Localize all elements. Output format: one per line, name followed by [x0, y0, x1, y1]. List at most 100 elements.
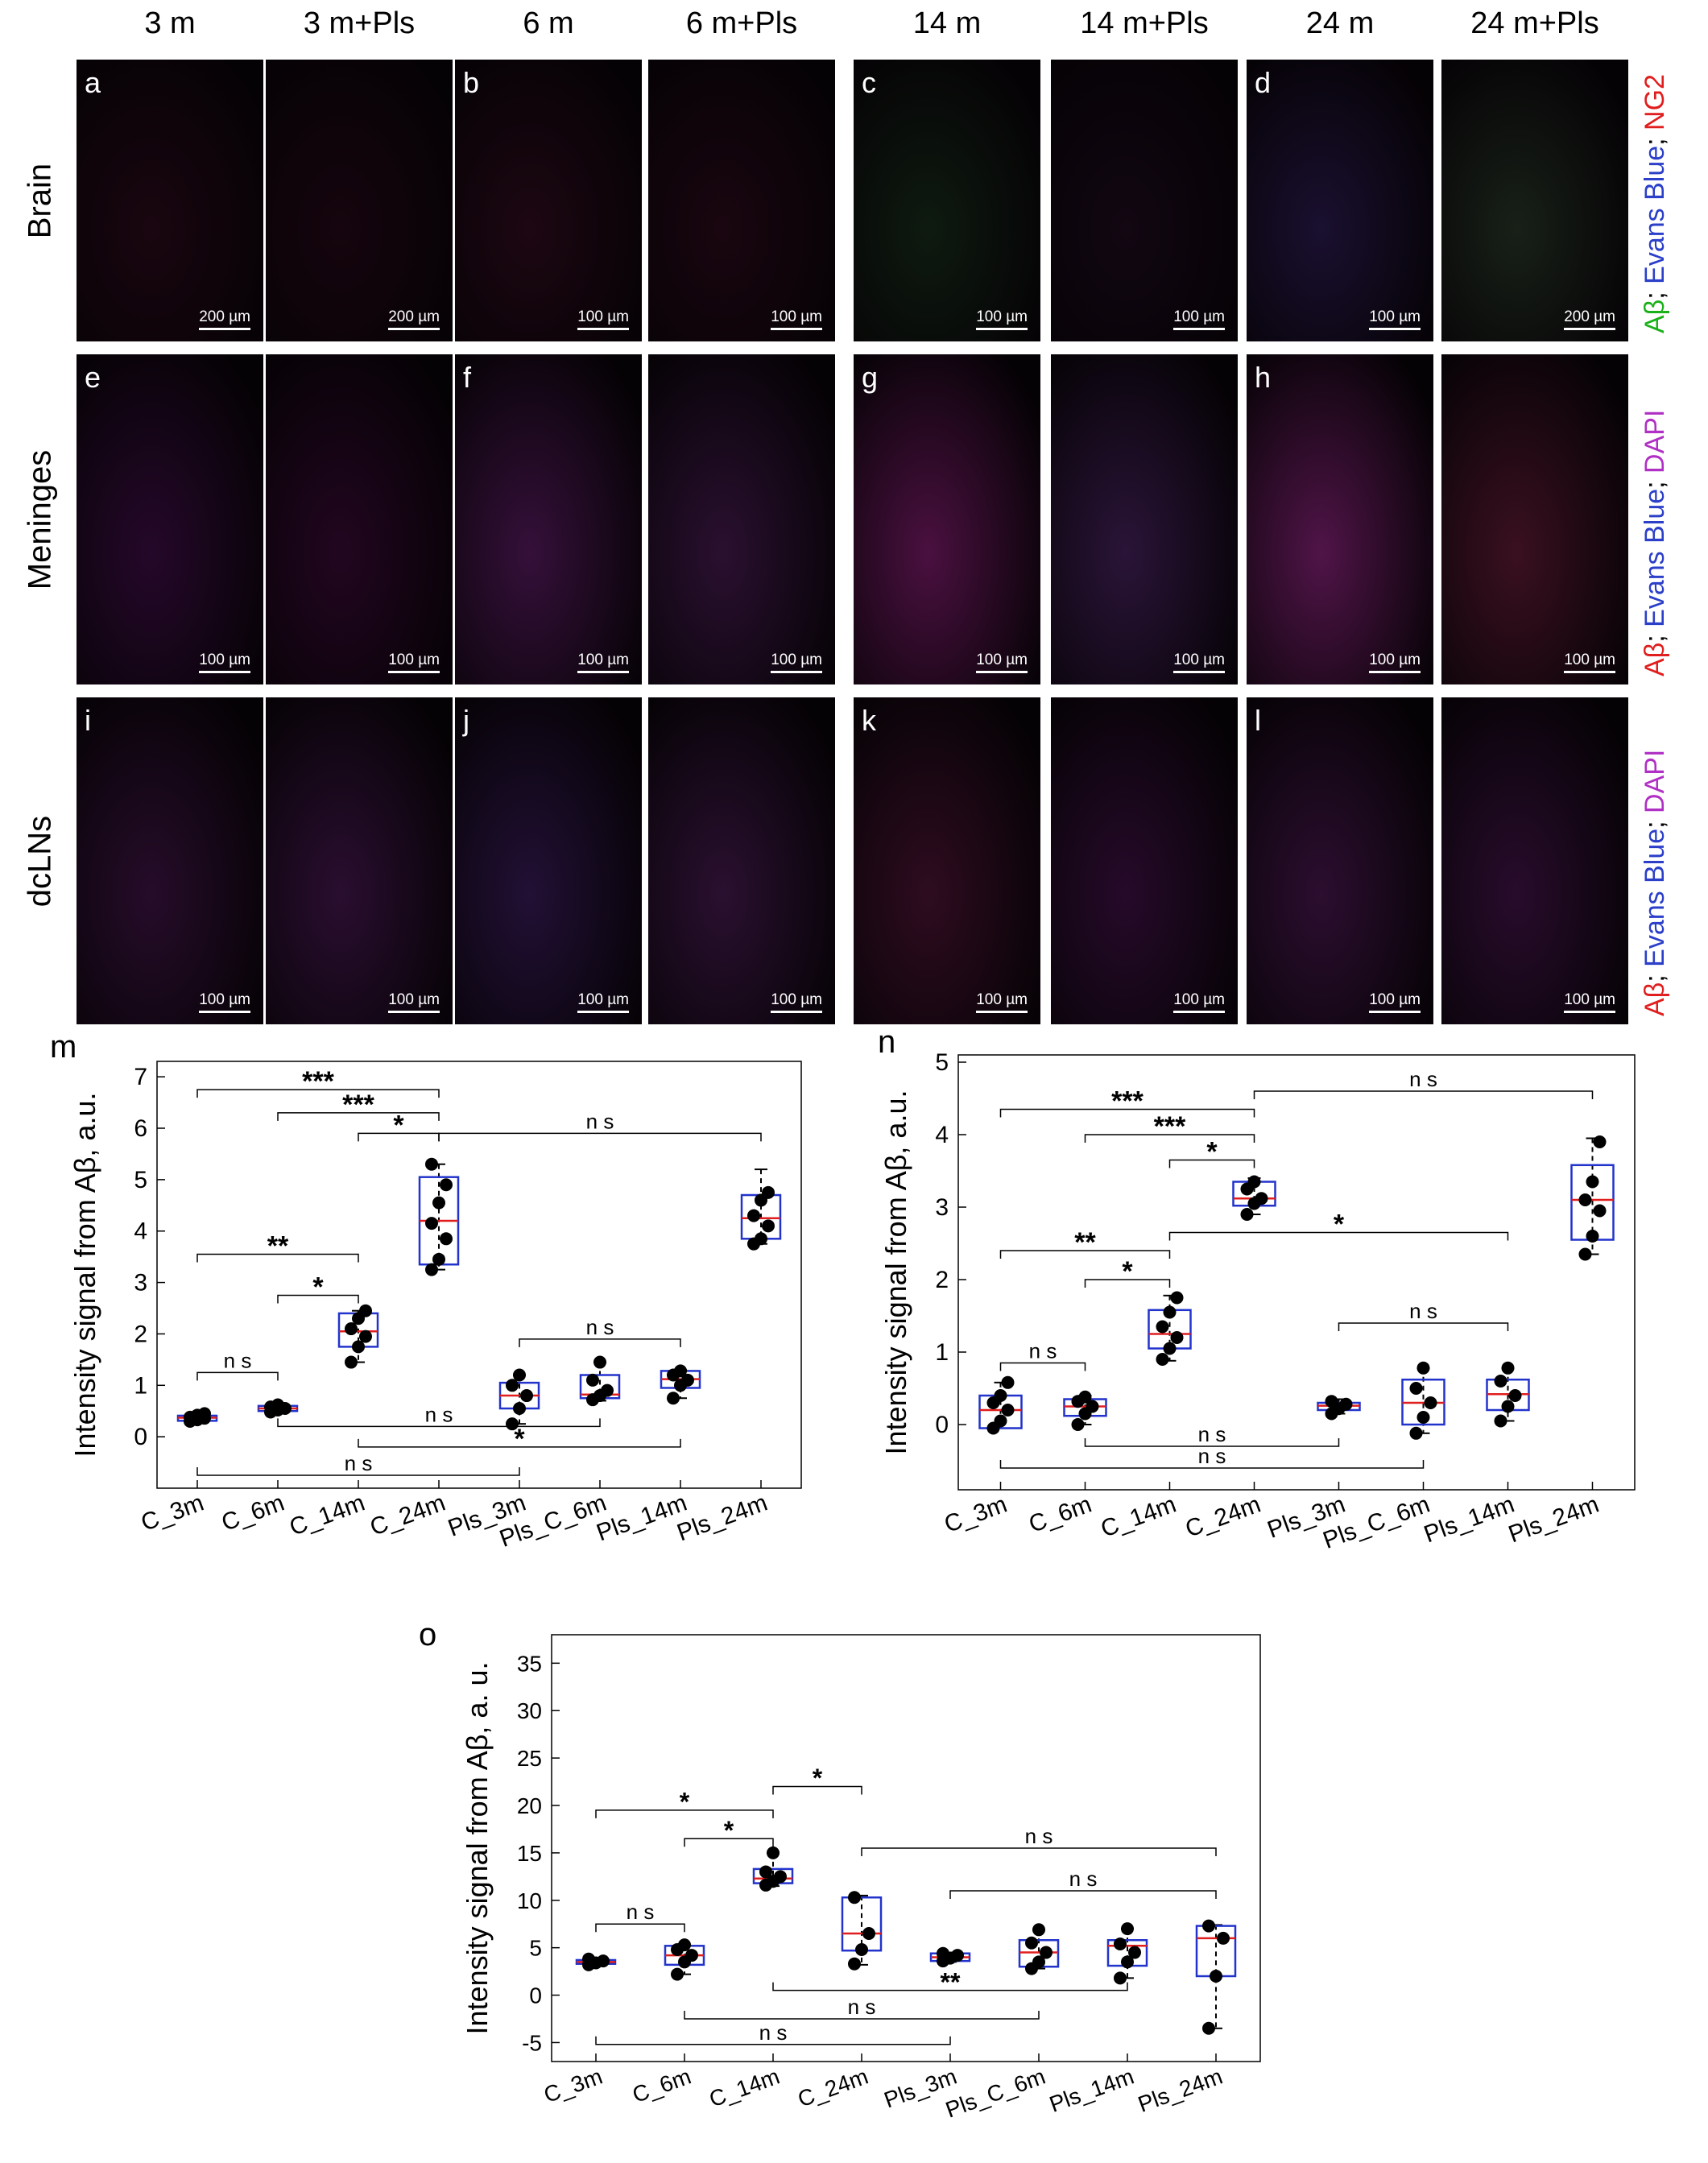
- data-point: [747, 1209, 760, 1222]
- data-point: [1593, 1135, 1607, 1148]
- significance-bracket: [999, 1250, 1171, 1259]
- significance-bracket: [196, 1371, 279, 1381]
- scale-bar-label: 100 µm: [976, 991, 1028, 1008]
- y-tick-label: 7: [134, 1064, 147, 1090]
- row-label: Meninges: [22, 449, 58, 590]
- data-point: [506, 1417, 519, 1431]
- scale-bar: 100 µm: [1564, 651, 1615, 673]
- significance-bracket: [196, 1089, 440, 1098]
- column-label: 24 m+Pls: [1470, 6, 1599, 40]
- panel-letter: l: [1255, 704, 1261, 737]
- x-tick-label: Pls_14m: [1421, 1491, 1518, 1549]
- scale-bar: 100 µm: [577, 991, 629, 1013]
- micrograph-tile: g 100 µm: [854, 354, 1040, 684]
- significance-bracket: [277, 1294, 359, 1304]
- y-tick-label: 20: [517, 1793, 542, 1818]
- scale-bar: 100 µm: [388, 651, 440, 673]
- x-tick-label: Pls_24m: [673, 1490, 771, 1547]
- y-tick-label: 35: [517, 1651, 542, 1676]
- data-point: [198, 1407, 211, 1421]
- data-point: [1001, 1375, 1015, 1389]
- x-tick-label: Pls_14m: [593, 1490, 690, 1547]
- significance-label: n s: [1409, 1299, 1437, 1323]
- data-point: [1494, 1414, 1507, 1428]
- column-label: 14 m: [912, 6, 982, 40]
- data-point: [862, 1927, 875, 1940]
- scale-bar-label: 100 µm: [1369, 651, 1421, 668]
- significance-label: *: [514, 1424, 525, 1454]
- panel-letter: a: [85, 66, 101, 99]
- column-label: 24 m: [1305, 6, 1375, 40]
- scale-bar: 100 µm: [577, 651, 629, 673]
- scale-bar-label: 100 µm: [388, 991, 440, 1008]
- significance-label: ***: [302, 1066, 334, 1097]
- y-tick-label: 2: [134, 1321, 147, 1347]
- panel-letter-m: m: [50, 1029, 77, 1065]
- data-point: [1202, 2021, 1215, 2035]
- data-point: [1586, 1230, 1599, 1243]
- data-point: [674, 1364, 687, 1378]
- scale-bar: 100 µm: [976, 308, 1028, 330]
- data-point: [593, 1355, 606, 1369]
- x-tick-label: Pls_14m: [1046, 2064, 1137, 2117]
- y-axis-label: Intensity signal from Aβ, a.u.: [68, 1093, 101, 1458]
- stain-legend-part: ;: [1640, 130, 1670, 146]
- panel-letter: j: [463, 704, 469, 737]
- scale-bar: 100 µm: [1564, 991, 1615, 1013]
- significance-label: **: [267, 1231, 289, 1262]
- significance-bracket: [595, 1809, 774, 1818]
- y-tick-label: 4: [134, 1218, 147, 1245]
- panel-letter: f: [463, 361, 472, 394]
- chart-n: 0 1 2 3 4 5 Intensity signal from Aβ, a.u. C_3m…: [879, 1049, 1636, 1554]
- data-point: [1156, 1353, 1169, 1366]
- x-tick-label: Pls_24m: [1135, 2064, 1226, 2117]
- plot-frame: [957, 1054, 1636, 1491]
- data-point: [1508, 1389, 1522, 1402]
- data-point: [1586, 1175, 1599, 1189]
- x-tick-label: C_24m: [1182, 1491, 1264, 1543]
- panel-letter: e: [85, 361, 101, 394]
- scale-bar: 100 µm: [1173, 651, 1225, 673]
- significance-label: n s: [586, 1109, 614, 1133]
- data-point: [774, 1870, 787, 1884]
- data-point: [359, 1304, 372, 1317]
- panel-letter-n: n: [878, 1024, 896, 1060]
- data-point: [1163, 1342, 1177, 1355]
- x-tick-label: C_14m: [1098, 1491, 1180, 1543]
- data-point: [1501, 1400, 1515, 1413]
- data-point: [352, 1340, 365, 1354]
- data-point: [1255, 1192, 1268, 1206]
- micrograph-tile: 100 µm: [1441, 697, 1628, 1024]
- stain-legend-part: Aβ: [1640, 642, 1670, 676]
- micrograph-tile: f 100 µm: [455, 354, 642, 684]
- y-tick-label: 1: [935, 1339, 949, 1366]
- scale-bar: 100 µm: [976, 651, 1028, 673]
- data-point: [848, 1891, 861, 1905]
- column-label: 3 m+Pls: [303, 6, 416, 40]
- significance-label: n s: [345, 1451, 373, 1475]
- data-point: [1416, 1361, 1430, 1375]
- micrograph-tile: j 100 µm: [455, 697, 642, 1024]
- y-tick-label: 3: [134, 1270, 147, 1297]
- scale-bar-label: 100 µm: [1564, 991, 1615, 1008]
- stain-legend-part: Evans Blue: [1640, 145, 1670, 284]
- data-point: [359, 1330, 372, 1343]
- data-point: [425, 1157, 438, 1171]
- significance-bracket: [595, 2036, 951, 2045]
- significance-label: n s: [1025, 1824, 1053, 1848]
- data-point: [1578, 1193, 1592, 1206]
- significance-bracket: [1168, 1159, 1255, 1168]
- micrograph-tile: i 100 µm: [77, 697, 263, 1024]
- y-tick-label: 5: [529, 1936, 542, 1961]
- x-tick-label: Pls_24m: [1505, 1491, 1603, 1549]
- panel-letter-o: o: [419, 1617, 437, 1652]
- data-point: [671, 1967, 684, 1981]
- scale-bar: 100 µm: [976, 991, 1028, 1013]
- scale-bar-label: 100 µm: [1564, 651, 1615, 668]
- significance-label: n s: [1029, 1339, 1057, 1363]
- scale-bar-label: 100 µm: [771, 991, 822, 1008]
- significance-label: n s: [224, 1348, 252, 1372]
- scale-bar-label: 200 µm: [199, 308, 250, 325]
- y-tick-label: 5: [935, 1049, 949, 1076]
- micrograph-tile: d 100 µm: [1247, 60, 1433, 341]
